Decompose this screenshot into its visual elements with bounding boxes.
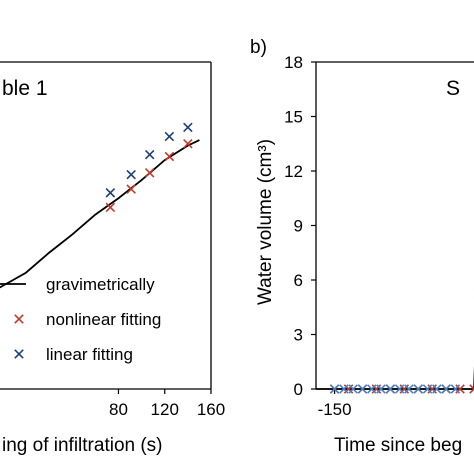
panel-b-data-point	[376, 384, 386, 394]
panel-b-y-tick-label: 9	[294, 217, 303, 236]
panel-a-x-tick-label: 80	[109, 400, 128, 419]
panel-a-data-point	[144, 168, 155, 178]
panel-b-data-point	[469, 384, 474, 394]
panel-b-gravimetric-line	[316, 365, 474, 390]
panel-a-x-tick-label: 120	[151, 400, 179, 419]
legend-linear-label: linear fitting	[46, 345, 133, 364]
panel-b-y-tick-label: 6	[294, 271, 303, 290]
panel-b-y-tick-label: 3	[294, 326, 303, 345]
legend-nonlinear-swatch	[14, 314, 24, 324]
panel-a-x-axis-title: ing of infiltration (s)	[2, 435, 163, 456]
legend-nonlinear-marker	[14, 314, 24, 324]
panel-b-data-point	[348, 384, 358, 394]
panel-a-data-point	[144, 149, 155, 160]
panel-a-gravimetric-line	[0, 139, 200, 289]
legend-linear-swatch	[14, 349, 24, 359]
panel-a-x-ticks: 80 120 160	[109, 389, 225, 419]
panel-a: 80 120 160 ble 1 ing of infiltration (s) g…	[0, 61, 225, 456]
panel-a-legend: gravimetrically nonlinear fitting linear…	[0, 275, 161, 364]
legend-linear-marker	[14, 349, 24, 359]
panel-b-data-point	[404, 384, 414, 394]
panel-b-plot-title: S	[446, 77, 460, 100]
panel-a-data-point	[105, 188, 116, 198]
panel-b-data-point	[385, 384, 396, 394]
panel-b-data-point	[394, 384, 405, 394]
panel-a-data-point	[164, 131, 175, 142]
legend-nonlinear-label: nonlinear fitting	[46, 310, 161, 329]
panel-b-data-point	[339, 384, 349, 394]
panel-b-y-tick-label: 18	[284, 53, 303, 72]
panel-b-x-tick-label: -150	[318, 400, 352, 419]
panel-b-data-point	[422, 384, 433, 394]
panel-b-y-axis-title: Water volume (cm³)	[255, 139, 276, 305]
panel-a-data-point	[126, 169, 136, 180]
panel-b-data-point	[441, 384, 451, 394]
panel-b-data-point	[329, 384, 340, 394]
panel-b-data-point	[357, 384, 368, 394]
legend-gravimetric-label: gravimetrically	[46, 275, 155, 294]
panel-b-series	[316, 288, 474, 394]
panel-a-series	[0, 122, 200, 289]
panel-b-data-point	[366, 384, 377, 394]
panel-b-x-axis-title: Time since beg	[334, 435, 462, 456]
panel-b-data-point	[413, 384, 424, 394]
panel-a-data-point	[164, 151, 175, 162]
panel-b-y-tick-label: 12	[284, 162, 303, 181]
panel-b-y-ticks: 0 3 6 9 12 15 18	[284, 53, 316, 399]
panel-a-data-point	[105, 202, 116, 213]
panel-b-label: b)	[250, 37, 267, 58]
panel-a-x-tick-label: 160	[197, 400, 225, 419]
panel-b-y-tick-label: 15	[284, 108, 303, 127]
panel-b-y-tick-label: 0	[294, 380, 303, 399]
panel-a-data-point	[126, 184, 136, 194]
panel-b-data-point	[432, 384, 442, 394]
panel-a-plot-title: ble 1	[2, 77, 48, 100]
panel-a-data-point	[183, 138, 193, 149]
panel-a-data-point	[183, 122, 193, 133]
panel-b-data-point	[450, 384, 461, 394]
